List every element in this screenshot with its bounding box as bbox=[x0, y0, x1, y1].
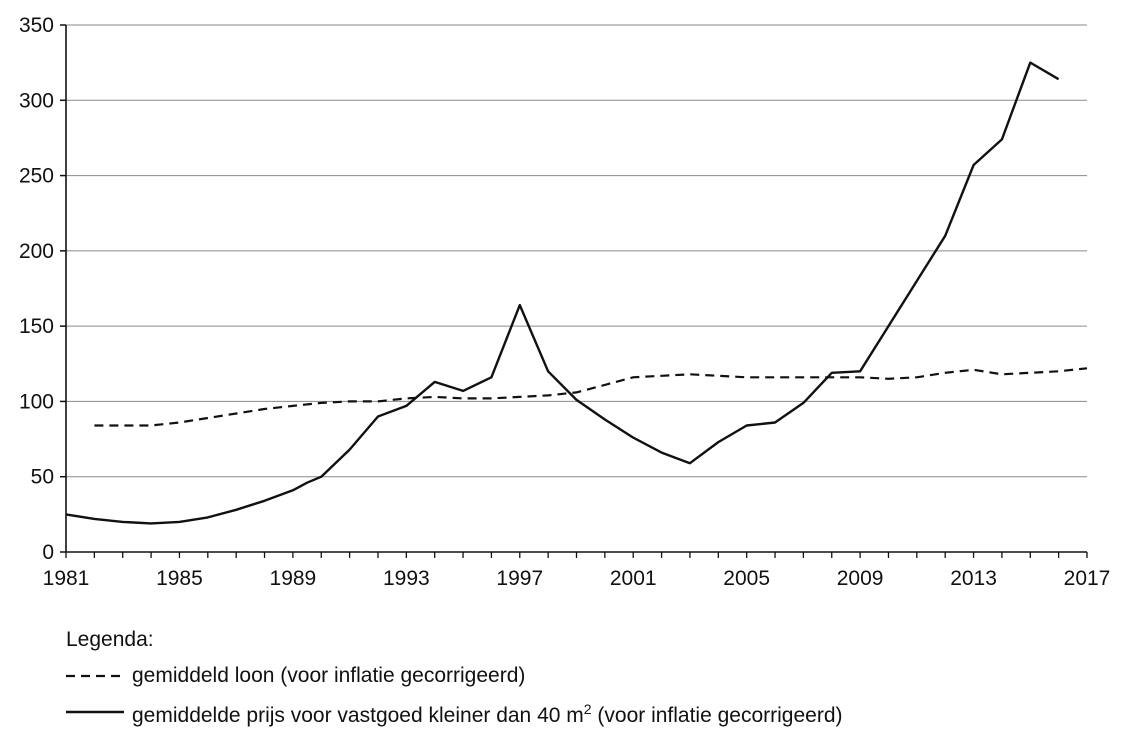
x-tick-label: 1997 bbox=[496, 567, 543, 590]
x-tick-label: 2001 bbox=[610, 567, 657, 590]
y-tick-labels: 0 50 100 150 200 250 300 350 bbox=[19, 14, 54, 564]
axes bbox=[60, 24, 1088, 558]
x-tick-label: 2013 bbox=[950, 567, 997, 590]
x-tick-label: 1985 bbox=[156, 567, 203, 590]
legend-label-wage: gemiddeld loon (voor inflatie gecorrigee… bbox=[132, 664, 526, 687]
legend-label-property-price: gemiddelde prijs voor vastgoed kleiner d… bbox=[132, 700, 843, 727]
y-tick-label: 100 bbox=[19, 390, 54, 413]
legend-item-wage: gemiddeld loon (voor inflatie gecorrigee… bbox=[66, 658, 843, 694]
legend-label-superscript: 2 bbox=[583, 700, 592, 717]
x-tick-label: 2005 bbox=[723, 567, 770, 590]
legend: Legenda: gemiddeld loon (voor inflatie g… bbox=[66, 622, 843, 730]
series-line-property-price bbox=[65, 61, 1060, 525]
y-tick-label: 200 bbox=[19, 240, 54, 263]
y-tick-label: 0 bbox=[42, 541, 54, 564]
legend-swatch-solid bbox=[66, 706, 124, 718]
y-tick-label: 350 bbox=[19, 14, 54, 37]
gridlines bbox=[66, 24, 1087, 478]
series-line-wage bbox=[94, 367, 1088, 427]
y-tick-label: 150 bbox=[19, 315, 54, 338]
x-tick-label: 1981 bbox=[43, 567, 90, 590]
y-tick-label: 250 bbox=[19, 165, 54, 188]
y-tick-label: 300 bbox=[19, 89, 54, 112]
legend-title: Legenda: bbox=[66, 628, 154, 651]
x-tick-label: 1989 bbox=[270, 567, 317, 590]
legend-swatch-dashed bbox=[66, 670, 124, 682]
x-tick-label: 1993 bbox=[383, 567, 430, 590]
y-tick-label: 50 bbox=[31, 466, 54, 489]
x-tick-labels: 1981 1985 1989 1993 1997 2001 2005 2009 2013 2017 bbox=[43, 567, 1111, 590]
legend-item-property-price: gemiddelde prijs voor vastgoed kleiner d… bbox=[66, 694, 843, 730]
series-lines bbox=[65, 61, 1088, 525]
x-tick-label: 2009 bbox=[837, 567, 884, 590]
x-tick-label: 2017 bbox=[1064, 567, 1111, 590]
